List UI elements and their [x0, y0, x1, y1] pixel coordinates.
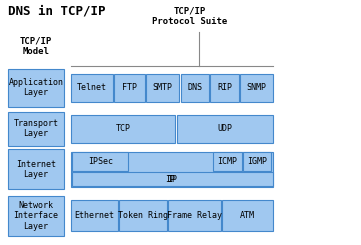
Text: TCP/IP
Protocol Suite: TCP/IP Protocol Suite	[152, 7, 227, 26]
Text: IPSec: IPSec	[88, 157, 113, 166]
Bar	[240, 74, 273, 102]
Text: Transport
Layer: Transport Layer	[13, 119, 58, 138]
Text: Network
Interface
Layer: Network Interface Layer	[13, 201, 58, 231]
Bar	[119, 200, 167, 231]
Bar	[8, 111, 64, 146]
Text: ICMP: ICMP	[218, 157, 238, 166]
Bar	[181, 74, 209, 102]
Text: SMTP: SMTP	[153, 83, 173, 92]
Text: TCP: TCP	[116, 124, 131, 133]
Text: SNMP: SNMP	[246, 83, 266, 92]
Bar	[71, 115, 175, 143]
Bar	[8, 69, 64, 107]
Bar	[243, 152, 271, 171]
Text: RIP: RIP	[217, 83, 232, 92]
Bar	[213, 152, 242, 171]
Text: IP: IP	[168, 175, 177, 184]
Text: IGMP: IGMP	[247, 157, 267, 166]
Bar	[210, 74, 239, 102]
Text: Internet
Layer: Internet Layer	[16, 160, 56, 179]
Bar	[222, 200, 273, 231]
Text: UDP: UDP	[217, 124, 232, 133]
Text: IP: IP	[165, 175, 175, 184]
Text: Telnet: Telnet	[77, 83, 107, 92]
Text: TCP/IP
Model: TCP/IP Model	[20, 36, 52, 56]
Bar	[72, 172, 273, 186]
Text: DNS: DNS	[187, 83, 203, 92]
Bar	[114, 74, 145, 102]
Bar	[72, 152, 129, 171]
Text: Frame Relay: Frame Relay	[167, 211, 222, 220]
Text: FTP: FTP	[122, 83, 137, 92]
Bar	[71, 152, 273, 187]
Text: ATM: ATM	[240, 211, 255, 220]
Bar	[71, 200, 118, 231]
Text: Ethernet: Ethernet	[74, 211, 114, 220]
Bar	[168, 200, 221, 231]
Bar	[71, 74, 113, 102]
Bar	[177, 115, 273, 143]
Text: Token Ring: Token Ring	[118, 211, 168, 220]
Bar	[8, 196, 64, 236]
Text: Application
Layer: Application Layer	[8, 78, 64, 98]
Bar	[146, 74, 179, 102]
Bar	[8, 149, 64, 189]
Text: DNS in TCP/IP: DNS in TCP/IP	[8, 4, 106, 17]
